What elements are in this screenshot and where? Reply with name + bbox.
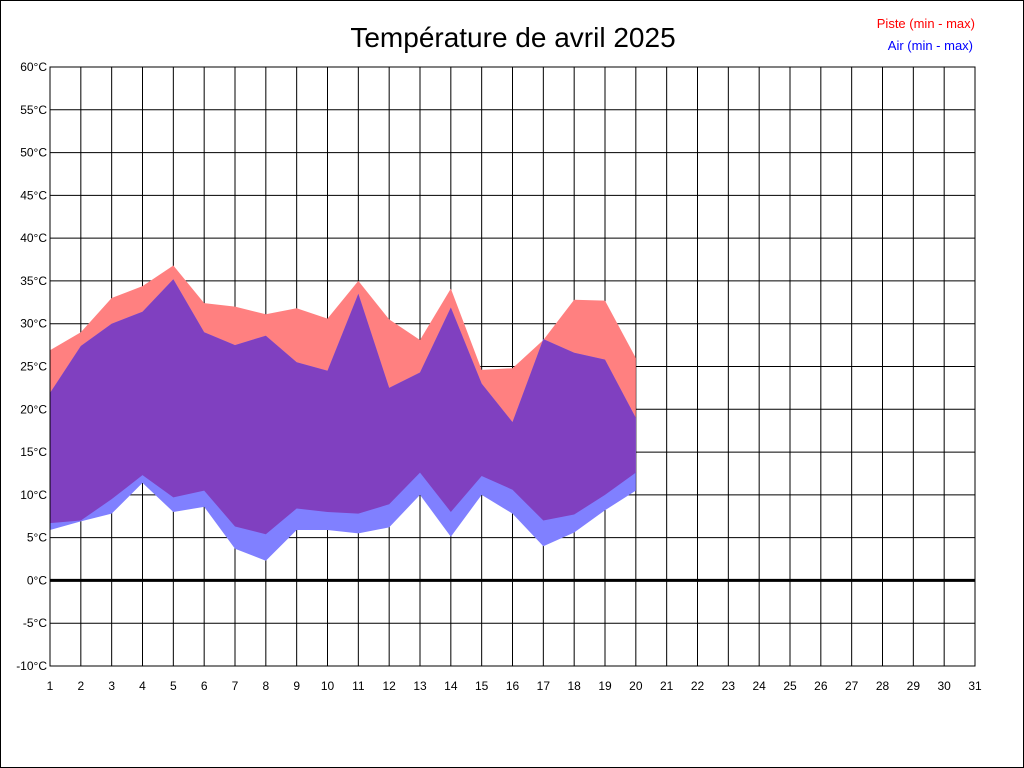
x-tick-label: 12 xyxy=(382,679,396,693)
axes xyxy=(49,66,976,667)
x-tick-label: 3 xyxy=(108,679,115,693)
x-tick-label: 28 xyxy=(876,679,890,693)
x-tick-label: 10 xyxy=(321,679,335,693)
x-tick-label: 6 xyxy=(201,679,208,693)
x-tick-label: 30 xyxy=(937,679,951,693)
x-tick-label: 25 xyxy=(783,679,797,693)
legend-piste: Piste (min - max) xyxy=(877,16,975,31)
y-tick-label: -5°C xyxy=(23,616,47,630)
x-tick-label: 22 xyxy=(691,679,705,693)
y-tick-label: 35°C xyxy=(20,274,47,288)
x-tick-label: 15 xyxy=(475,679,489,693)
x-tick-label: 31 xyxy=(968,679,982,693)
x-tick-label: 14 xyxy=(444,679,458,693)
x-tick-label: 1 xyxy=(47,679,54,693)
plot-areas xyxy=(50,265,636,561)
y-tick-label: 0°C xyxy=(27,573,47,587)
y-tick-label: 20°C xyxy=(20,402,47,416)
chart-title: Température de avril 2025 xyxy=(350,22,675,53)
plot-border xyxy=(49,66,976,667)
x-tick-label: 27 xyxy=(845,679,859,693)
x-tick-label: 5 xyxy=(170,679,177,693)
x-tick-label: 21 xyxy=(660,679,674,693)
y-tick-label: 60°C xyxy=(20,60,47,74)
x-tick-label: 23 xyxy=(722,679,736,693)
y-tick-label: 10°C xyxy=(20,488,47,502)
x-tick-label: 7 xyxy=(232,679,239,693)
y-tick-label: 40°C xyxy=(20,231,47,245)
x-tick-label: 17 xyxy=(537,679,551,693)
x-tick-label: 4 xyxy=(139,679,146,693)
x-tick-label: 29 xyxy=(907,679,921,693)
x-tick-label: 26 xyxy=(814,679,828,693)
x-tick-labels: 1 2 3 4 5 6 7 8 9 10 11 12 13 14 15 16 17 18 19 20 21 22 23 24 2… xyxy=(47,679,982,693)
y-tick-labels: 60°C 55°C 50°C 45°C 40°C 35°C 30°C 25°C 20°C 15°C… xyxy=(16,60,47,673)
x-tick-label: 20 xyxy=(629,679,643,693)
y-tick-label: -10°C xyxy=(16,659,47,673)
x-tick-label: 24 xyxy=(752,679,766,693)
y-tick-label: 30°C xyxy=(20,317,47,331)
x-tick-label: 19 xyxy=(598,679,612,693)
x-tick-label: 16 xyxy=(506,679,520,693)
x-tick-label: 18 xyxy=(567,679,581,693)
legend-air: Air (min - max) xyxy=(888,38,973,53)
x-tick-label: 9 xyxy=(293,679,300,693)
y-tick-label: 45°C xyxy=(20,188,47,202)
x-tick-label: 2 xyxy=(77,679,84,693)
y-tick-label: 55°C xyxy=(20,103,47,117)
x-tick-label: 8 xyxy=(262,679,269,693)
y-tick-label: 15°C xyxy=(20,445,47,459)
y-tick-label: 50°C xyxy=(20,146,47,160)
x-tick-label: 13 xyxy=(413,679,427,693)
y-tick-label: 5°C xyxy=(27,531,47,545)
x-tick-label: 11 xyxy=(352,679,365,693)
y-tick-label: 25°C xyxy=(20,360,47,374)
